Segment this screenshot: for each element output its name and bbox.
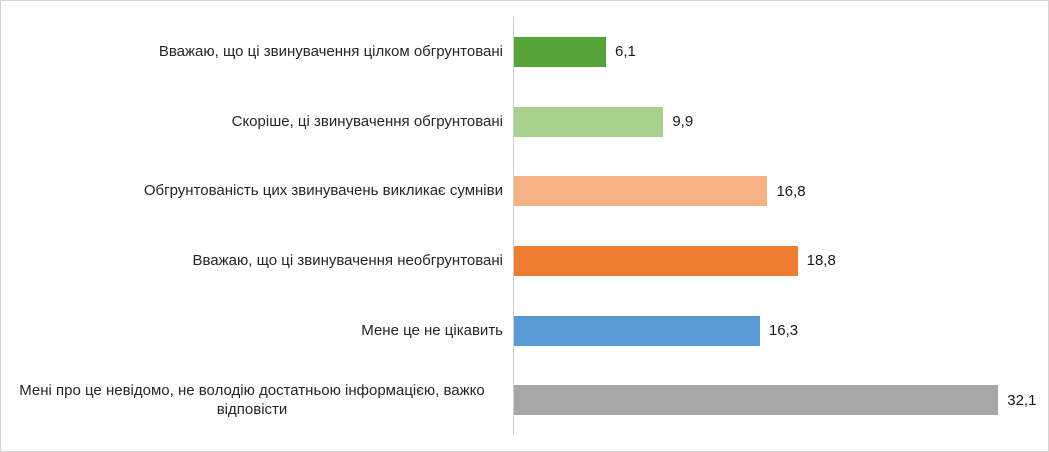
category-label: Мені про це невідомо, не володію достатн…: [1, 381, 513, 420]
chart-row: Обгрунтованість цих звинувачень викликає…: [1, 156, 1048, 227]
bar-area: 32,1: [513, 365, 1048, 436]
value-label: 6,1: [615, 43, 636, 61]
value-label: 32,1: [1007, 391, 1037, 409]
value-label: 9,9: [672, 113, 694, 130]
category-label: Вважаю, що ці звинувачення цілком обгрун…: [1, 42, 513, 62]
category-label-text: Обгрунтованість цих звинувачень викликає…: [143, 182, 503, 200]
bar: [514, 385, 999, 416]
bar-area: 16,3: [513, 295, 1048, 366]
category-label: Обгрунтованість цих звинувачень викликає…: [1, 181, 513, 201]
category-label-text: Скоріше, ці звинувачення обгрунтовані: [231, 112, 503, 130]
chart-row: Скоріше, ці звинувачення обгрунтовані 9,9: [1, 86, 1048, 157]
category-label: Мене це не цікавить: [1, 321, 513, 341]
category-label: Скоріше, ці звинувачення обгрунтовані: [1, 112, 513, 132]
bar-area: 6,1: [513, 17, 1048, 87]
chart-row: Вважаю, що ці звинувачення необгрунтован…: [1, 226, 1048, 296]
bar: [514, 315, 760, 346]
category-label-text: Вважаю, що ці звинувачення цілком обгрун…: [158, 43, 503, 61]
category-label-text: Мені про це невідомо, не володію достатн…: [19, 381, 485, 419]
chart-row: Мені про це невідомо, не володію достатн…: [1, 365, 1048, 436]
bar: [514, 176, 768, 207]
value-label: 16,3: [768, 322, 799, 340]
bar: [514, 245, 798, 276]
category-label: Вважаю, що ці звинувачення необгрунтован…: [1, 251, 513, 271]
chart-row: Мене це не цікавить 16,3: [1, 295, 1048, 366]
value-label: 18,8: [806, 252, 836, 270]
value-label: 16,8: [776, 182, 806, 200]
category-label-text: Мене це не цікавить: [361, 321, 503, 339]
bar-area: 16,8: [513, 156, 1048, 227]
category-label-text: Вважаю, що ці звинувачення необгрунтован…: [192, 252, 503, 270]
bar: [514, 106, 664, 137]
chart-row: Вважаю, що ці звинувачення цілком обгрун…: [1, 17, 1048, 87]
bar-area: 18,8: [513, 226, 1048, 296]
bar-area: 9,9: [513, 86, 1048, 157]
bar: [514, 36, 607, 67]
